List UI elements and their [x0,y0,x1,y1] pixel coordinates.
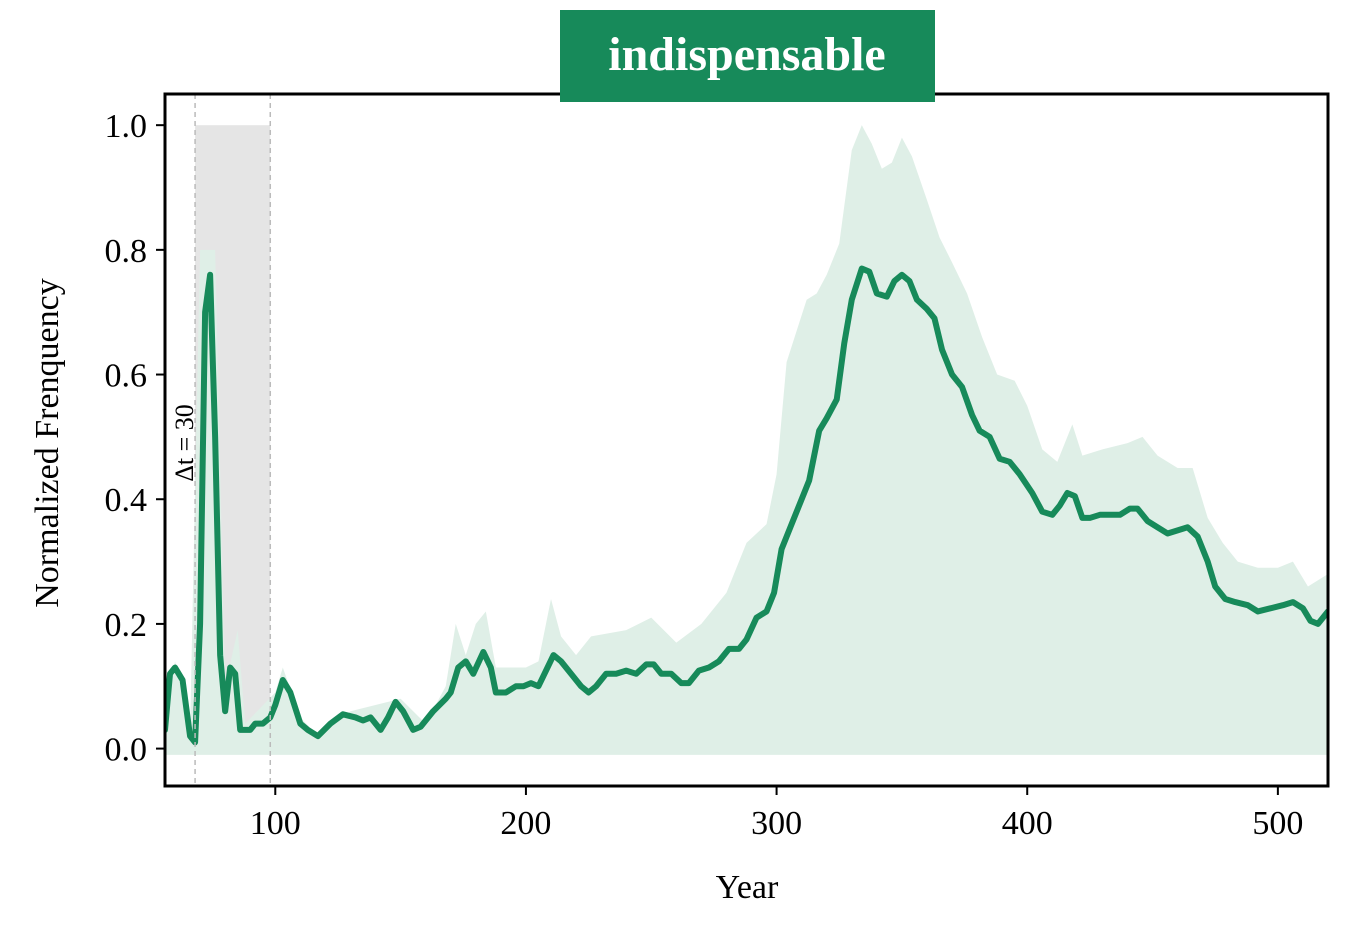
axes: Δt = 30 100 200 300 400 500 0.0 0.2 0.4 0.6 0.8 1.0 [105,92,1330,842]
x-tick-label: 400 [1002,805,1053,842]
plot-area [165,125,1328,755]
x-tick-label: 200 [500,805,551,842]
x-tick-label: 300 [751,805,802,842]
x-tick-label: 500 [1252,805,1303,842]
highlight-label: Δt = 30 [170,404,199,482]
x-axis-label: Year [716,869,779,906]
chart-title: indispensable [608,28,885,81]
y-axis-label: Normalized Frenquency [29,278,66,608]
range-band [165,125,1328,755]
y-tick-label: 1.0 [105,108,148,145]
y-tick-label: 0.0 [105,732,148,769]
y-tick-label: 0.8 [105,233,148,270]
x-tick-label: 100 [250,805,301,842]
title-box [560,10,935,102]
y-tick-label: 0.6 [105,358,148,395]
y-tick-label: 0.4 [105,482,148,519]
y-tick-label: 0.2 [105,607,148,644]
series-line [165,265,1328,746]
